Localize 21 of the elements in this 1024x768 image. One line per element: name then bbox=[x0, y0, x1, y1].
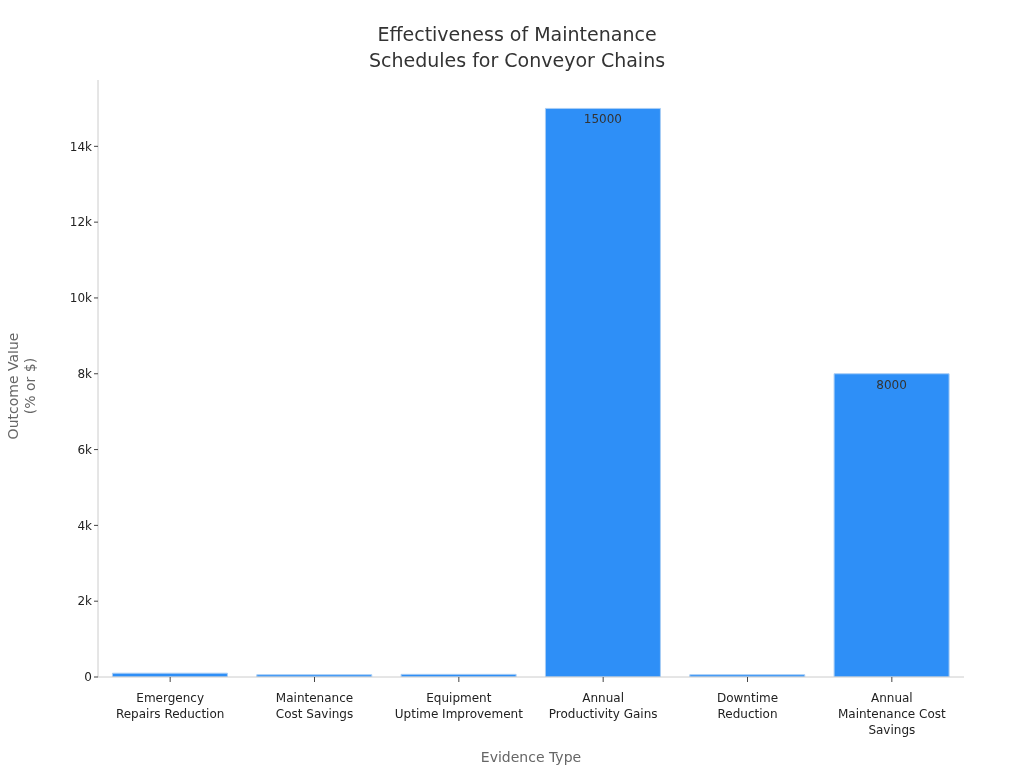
x-tick-label: Annual Maintenance Cost Savings bbox=[837, 691, 947, 737]
chart-title: Effectiveness of Maintenance Schedules for Conveyor Chains bbox=[368, 23, 666, 71]
y-tick-label: 4k bbox=[77, 518, 93, 533]
data-label: 8000 bbox=[876, 377, 907, 392]
x-tick-label: Maintenance Cost Savings bbox=[275, 691, 354, 721]
x-tick-label: Annual Productivity Gains bbox=[548, 691, 658, 721]
y-tick-label: 14k bbox=[69, 139, 93, 154]
y-tick-label: 0 bbox=[84, 670, 92, 685]
y-tick-label: 8k bbox=[77, 367, 93, 382]
y-tick-label: 6k bbox=[77, 442, 93, 457]
x-tick-label: Downtime Reduction bbox=[716, 691, 779, 721]
data-label: 15000 bbox=[583, 112, 623, 127]
bar bbox=[833, 373, 950, 677]
y-tick-label: 2k bbox=[77, 594, 93, 609]
x-tick-label: Emergency Repairs Reduction bbox=[115, 691, 225, 721]
y-tick-label: 12k bbox=[69, 215, 93, 230]
y-tick-label: 10k bbox=[69, 291, 93, 306]
x-tick-label: Equipment Uptime Improvement bbox=[394, 691, 524, 721]
bar bbox=[544, 107, 661, 677]
x-axis-title: Evidence Type bbox=[480, 749, 582, 765]
y-axis-title: Outcome Value (% or $) bbox=[5, 332, 38, 440]
